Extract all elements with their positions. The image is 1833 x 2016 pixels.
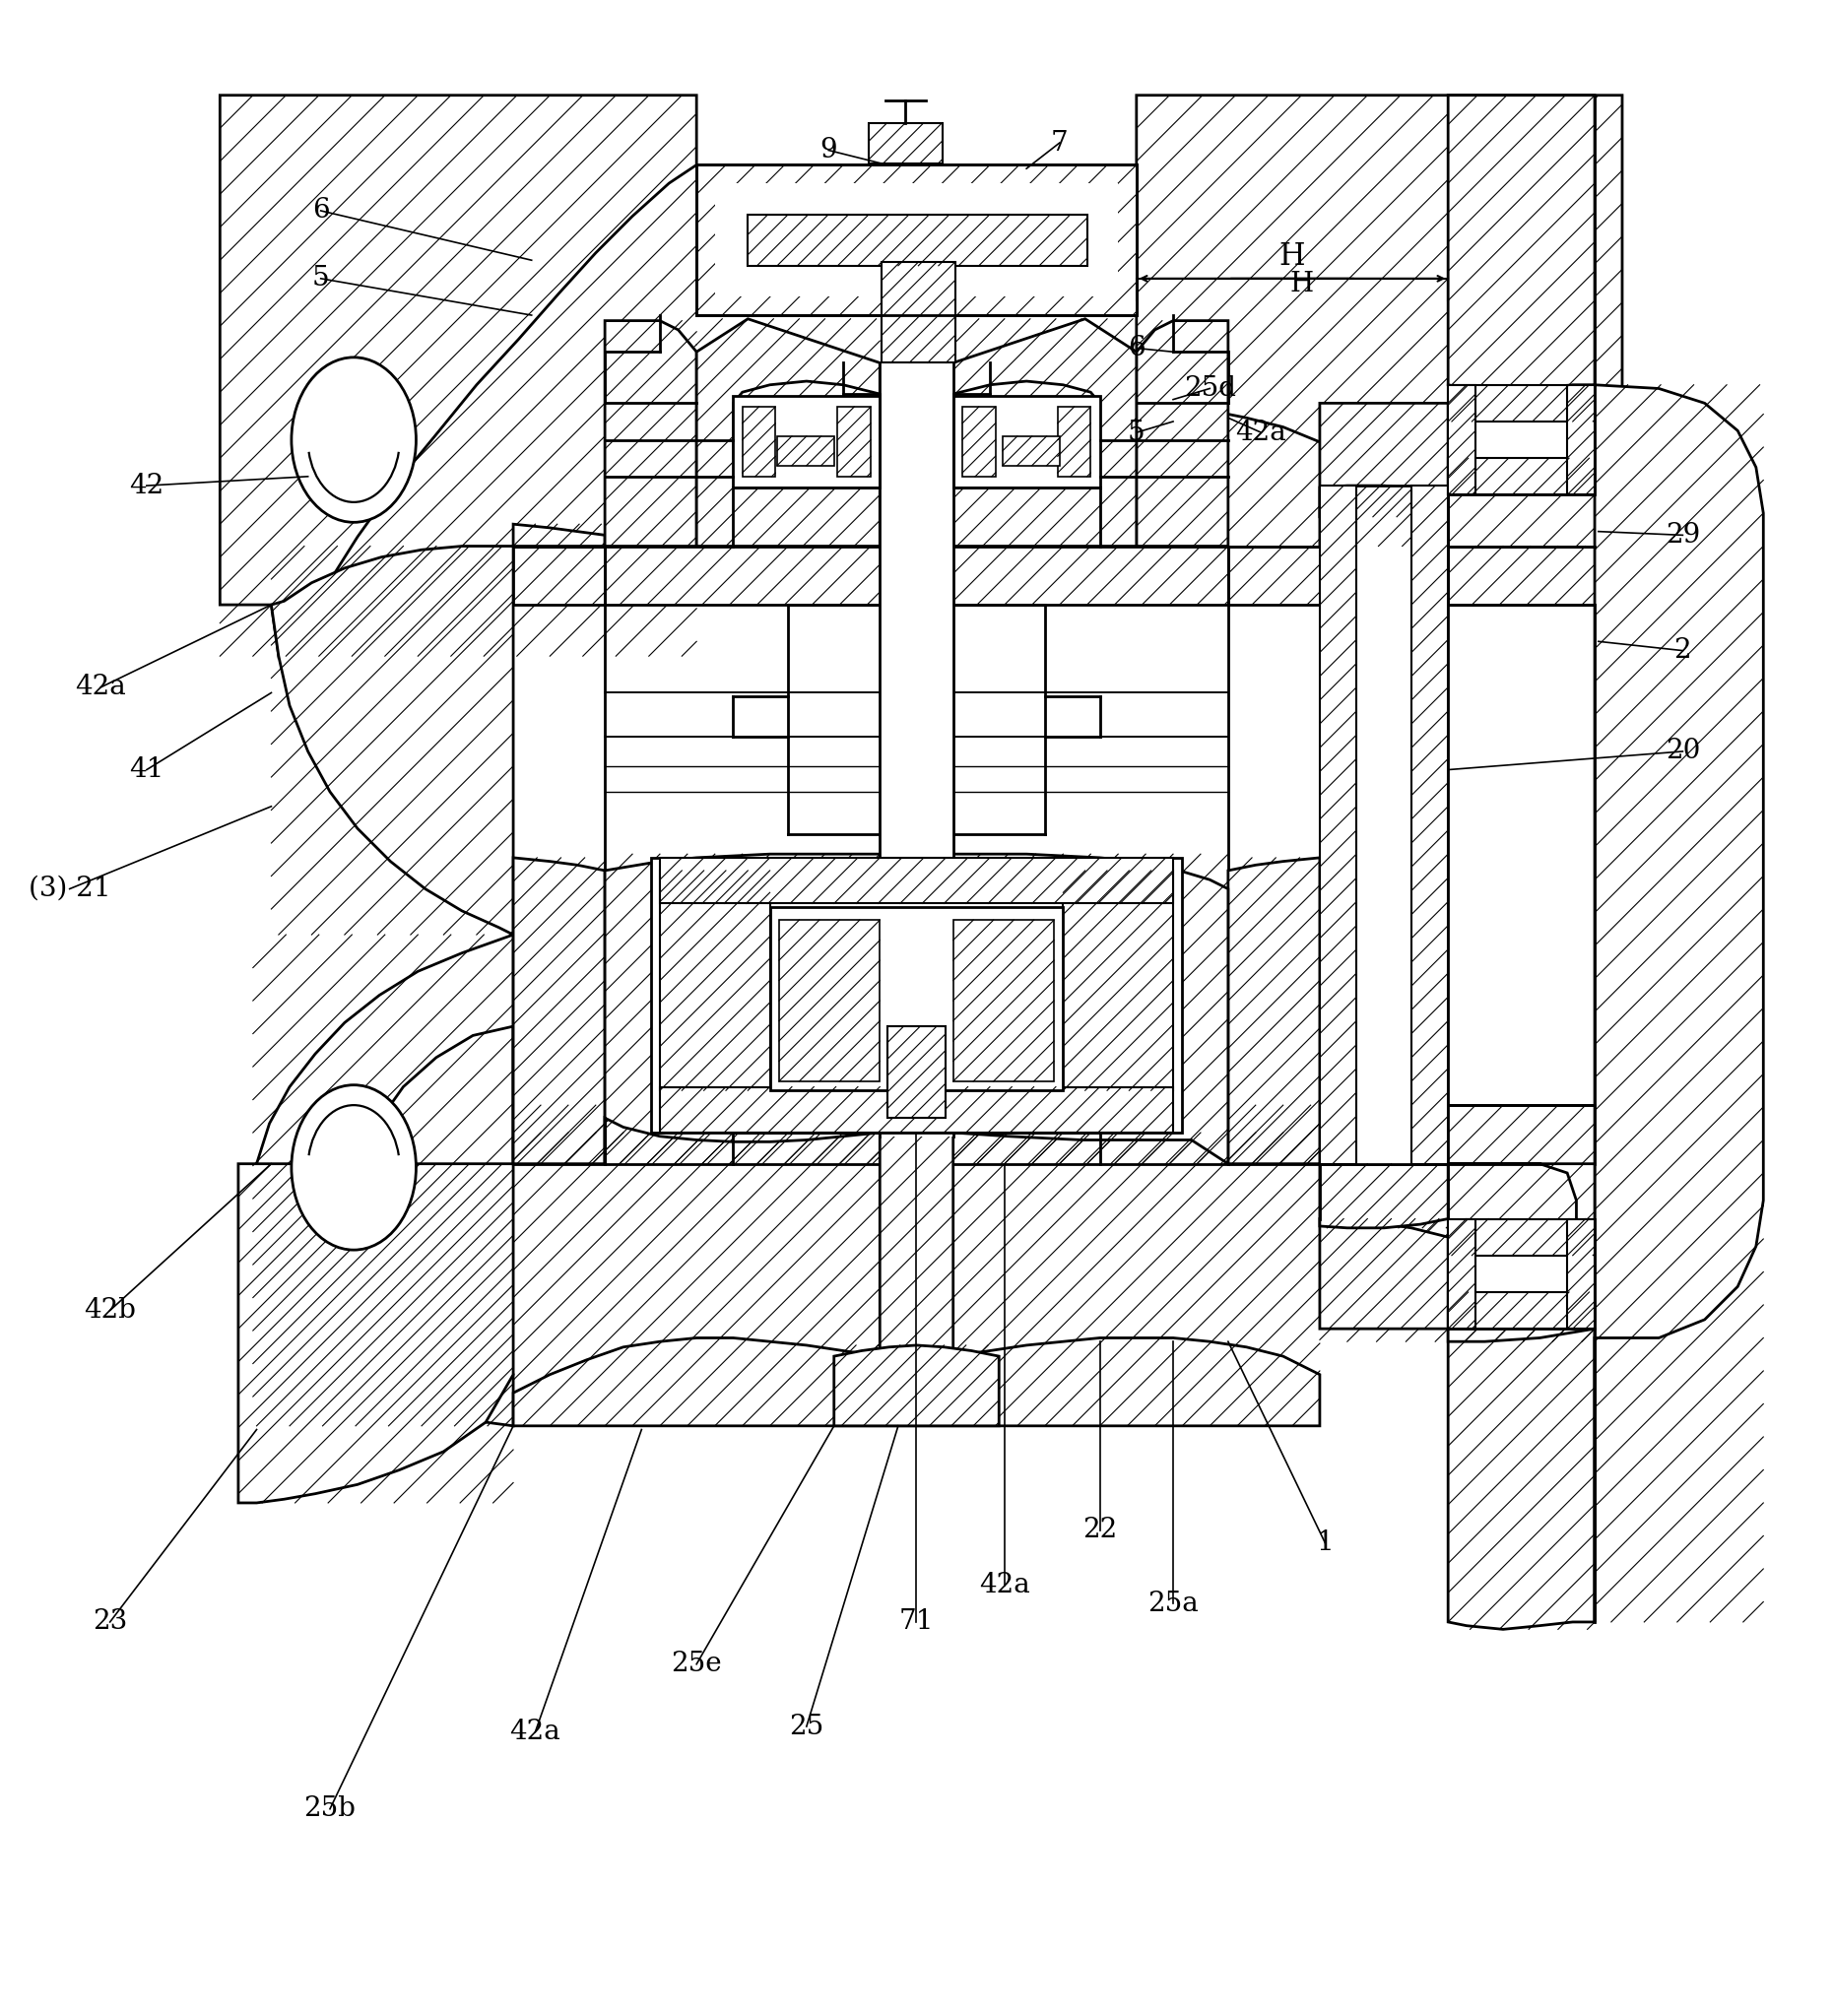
Polygon shape — [1448, 1329, 1595, 1629]
Bar — [513, 546, 1595, 605]
Ellipse shape — [291, 1085, 416, 1250]
Polygon shape — [1448, 95, 1595, 393]
Bar — [777, 435, 834, 466]
Bar — [962, 407, 995, 476]
Bar — [1448, 385, 1595, 421]
Polygon shape — [953, 855, 1228, 1163]
Polygon shape — [238, 1163, 513, 1502]
Text: 23: 23 — [93, 1609, 126, 1635]
Text: H: H — [1290, 270, 1312, 296]
Text: 42a: 42a — [510, 1720, 561, 1746]
Text: 1: 1 — [1316, 1530, 1334, 1556]
Bar — [1448, 385, 1476, 494]
Polygon shape — [834, 1345, 999, 1425]
Bar — [1411, 486, 1448, 1163]
Bar — [1320, 486, 1448, 1163]
Bar — [1448, 1220, 1595, 1329]
Polygon shape — [605, 321, 697, 546]
Bar — [660, 857, 1173, 903]
Text: 25d: 25d — [1184, 375, 1235, 401]
Bar — [1003, 435, 1059, 466]
Text: 25e: 25e — [671, 1651, 722, 1677]
Text: 29: 29 — [1666, 522, 1699, 548]
Polygon shape — [1320, 403, 1448, 516]
Bar — [953, 395, 1100, 488]
Polygon shape — [513, 857, 605, 1163]
Bar — [697, 165, 1136, 314]
Text: 42a: 42a — [979, 1572, 1030, 1599]
Bar — [1448, 385, 1595, 494]
Bar — [1448, 1220, 1476, 1329]
Bar — [1063, 871, 1173, 1091]
Polygon shape — [513, 524, 605, 546]
Polygon shape — [1320, 1163, 1595, 1341]
Text: 41: 41 — [128, 756, 165, 782]
Ellipse shape — [291, 357, 416, 522]
Text: 42: 42 — [130, 472, 163, 498]
Text: 5: 5 — [1127, 419, 1146, 446]
Bar — [880, 357, 953, 1137]
Polygon shape — [271, 546, 513, 935]
Text: 6: 6 — [312, 198, 330, 224]
Bar — [1567, 1220, 1595, 1329]
Polygon shape — [953, 319, 1136, 546]
Text: 25b: 25b — [304, 1796, 356, 1822]
Text: 42a: 42a — [75, 673, 126, 700]
Text: 5: 5 — [312, 266, 330, 292]
Text: 42b: 42b — [84, 1296, 136, 1325]
Bar — [869, 123, 942, 163]
Bar — [733, 395, 880, 488]
Polygon shape — [697, 319, 880, 546]
Text: 42a: 42a — [1235, 419, 1287, 446]
Bar — [1448, 1220, 1595, 1256]
Bar — [838, 407, 871, 476]
Text: 22: 22 — [1083, 1518, 1116, 1544]
Bar — [779, 919, 880, 1081]
Text: 2: 2 — [1674, 637, 1692, 663]
Bar — [651, 857, 1182, 1133]
Polygon shape — [1320, 486, 1448, 546]
Polygon shape — [513, 1133, 1320, 1425]
Polygon shape — [253, 935, 513, 1425]
Bar — [953, 919, 1054, 1081]
Polygon shape — [1228, 857, 1320, 1163]
Text: 9: 9 — [819, 137, 838, 163]
Bar — [1320, 486, 1356, 1163]
Text: H: H — [1279, 242, 1305, 272]
Bar — [660, 1087, 1173, 1133]
Bar — [887, 1026, 946, 1119]
Bar — [1567, 385, 1595, 494]
Polygon shape — [605, 855, 880, 1163]
Polygon shape — [1136, 95, 1622, 605]
Bar — [660, 871, 770, 1091]
Text: 71: 71 — [898, 1609, 935, 1635]
Polygon shape — [220, 95, 697, 655]
Polygon shape — [1136, 321, 1228, 546]
Polygon shape — [1595, 385, 1763, 1623]
Text: 25: 25 — [790, 1714, 823, 1740]
Bar — [882, 262, 955, 363]
Text: 20: 20 — [1664, 738, 1701, 764]
Text: 6: 6 — [1127, 335, 1146, 361]
Bar — [513, 1105, 1595, 1163]
Polygon shape — [1320, 1163, 1448, 1228]
Polygon shape — [1320, 1220, 1448, 1329]
Text: 25a: 25a — [1147, 1591, 1199, 1617]
Bar — [715, 183, 1118, 296]
Bar — [748, 214, 1087, 266]
Text: 7: 7 — [1050, 129, 1069, 155]
Bar — [1448, 458, 1595, 494]
Bar — [1448, 1292, 1595, 1329]
Bar — [770, 907, 1063, 1091]
Text: (3) 21: (3) 21 — [29, 875, 110, 903]
Bar — [742, 407, 775, 476]
Bar — [1058, 407, 1091, 476]
